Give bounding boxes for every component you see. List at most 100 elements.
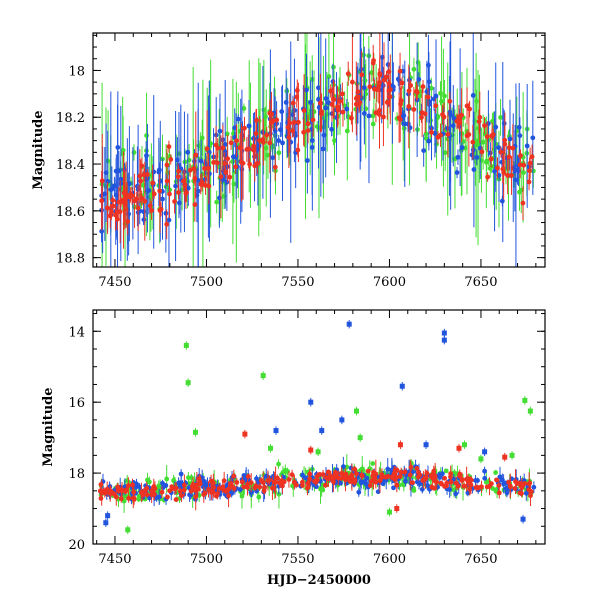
data-point xyxy=(139,195,145,201)
bottom-axis-ticks: 7450 7500 7550 7600 7650 14 16 18 20 xyxy=(68,310,545,567)
data-point xyxy=(460,477,465,483)
data-point xyxy=(509,173,514,178)
data-point xyxy=(146,188,152,193)
data-point xyxy=(494,477,499,483)
data-point xyxy=(129,193,135,199)
data-point xyxy=(286,477,292,482)
data-point xyxy=(166,217,172,223)
data-point xyxy=(331,97,337,102)
data-point xyxy=(144,172,150,177)
y-tick-label: 18.8 xyxy=(56,252,85,267)
data-point xyxy=(402,469,408,475)
data-point xyxy=(206,183,212,189)
data-point xyxy=(130,482,135,488)
data-point xyxy=(300,472,305,478)
outlier-point xyxy=(103,520,109,526)
y-tick-label: 18.2 xyxy=(56,111,85,126)
data-point xyxy=(165,494,170,500)
data-point xyxy=(337,98,343,104)
data-point xyxy=(109,186,115,192)
data-point xyxy=(433,103,439,109)
data-point xyxy=(435,113,441,119)
data-point xyxy=(114,216,120,222)
data-point xyxy=(98,495,104,501)
outlier-point xyxy=(125,527,131,533)
outlier-point xyxy=(527,408,533,414)
data-point xyxy=(166,144,172,150)
data-point xyxy=(487,150,493,156)
data-point xyxy=(320,146,326,152)
data-point xyxy=(510,145,516,151)
data-point xyxy=(175,174,181,180)
outlier-point xyxy=(185,380,191,386)
data-point xyxy=(239,479,245,485)
data-point xyxy=(215,491,220,497)
data-point xyxy=(202,490,208,496)
data-point xyxy=(361,85,367,91)
data-point xyxy=(118,496,124,502)
data-point xyxy=(304,87,309,93)
y-tick-label: 14 xyxy=(68,325,85,340)
data-point xyxy=(442,93,447,99)
data-point xyxy=(487,165,493,171)
outlier-point xyxy=(242,431,248,437)
data-point xyxy=(305,128,311,134)
data-point xyxy=(115,484,121,490)
data-point xyxy=(294,94,300,100)
data-point xyxy=(438,90,443,96)
data-point xyxy=(485,174,491,180)
data-point xyxy=(234,480,240,485)
data-point xyxy=(518,153,523,158)
data-point xyxy=(512,486,518,491)
data-point xyxy=(228,140,234,146)
data-point xyxy=(373,110,379,116)
data-point xyxy=(251,143,256,149)
data-point xyxy=(241,484,247,490)
data-point xyxy=(257,484,263,490)
x-tick-label: 7450 xyxy=(98,552,131,567)
data-point xyxy=(499,198,505,204)
data-point xyxy=(425,94,431,100)
y-tick-label: 20 xyxy=(68,538,85,553)
data-point xyxy=(396,115,402,121)
data-point xyxy=(119,487,125,493)
outlier-point xyxy=(354,408,360,414)
data-point xyxy=(98,482,104,487)
data-point xyxy=(414,89,420,95)
outlier-point xyxy=(520,516,526,522)
data-point xyxy=(365,468,371,474)
data-point xyxy=(300,479,305,485)
data-point xyxy=(145,477,150,483)
data-point xyxy=(149,492,155,498)
data-point xyxy=(256,494,262,500)
data-point xyxy=(267,477,272,483)
data-point xyxy=(522,481,528,486)
data-point xyxy=(524,143,530,149)
data-point xyxy=(150,180,156,186)
data-point xyxy=(325,469,331,475)
data-point xyxy=(181,487,187,493)
data-point xyxy=(137,173,143,179)
data-point xyxy=(324,475,329,481)
data-point xyxy=(105,178,111,184)
data-point xyxy=(126,181,132,187)
data-point xyxy=(520,200,526,206)
data-point xyxy=(274,117,280,123)
data-point xyxy=(319,109,324,115)
data-point xyxy=(248,480,254,485)
data-point xyxy=(231,486,237,491)
data-point xyxy=(210,480,216,486)
data-point xyxy=(317,472,323,477)
data-point xyxy=(480,139,486,145)
data-point xyxy=(167,488,173,494)
data-point xyxy=(227,174,233,180)
data-point xyxy=(358,480,364,486)
data-point xyxy=(355,94,361,100)
data-point xyxy=(186,475,191,481)
outlier-point xyxy=(319,428,325,434)
x-tick-label: 7650 xyxy=(464,552,497,567)
data-point xyxy=(370,121,376,127)
data-point xyxy=(147,203,153,209)
data-point xyxy=(496,483,502,488)
data-point xyxy=(276,461,281,467)
